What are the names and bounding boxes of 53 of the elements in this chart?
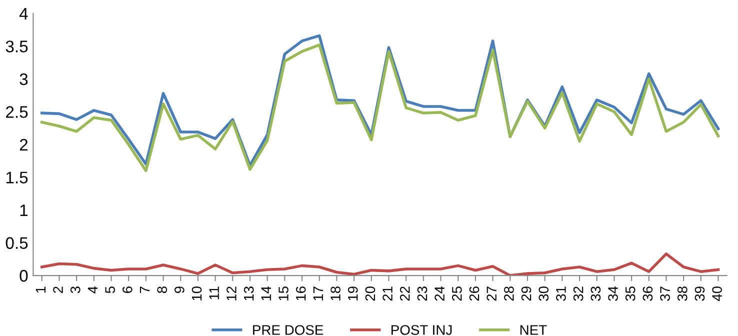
x-tick-label: 27: [486, 286, 496, 301]
y-tick-label: 3.5: [6, 40, 28, 52]
x-tick-label: 6: [122, 286, 132, 293]
x-tick-label: 9: [174, 286, 184, 294]
x-tick-label: 16: [296, 286, 306, 300]
x-tick-label: 39: [694, 286, 705, 301]
x-tick-label: 25: [452, 286, 462, 301]
x-tick-label: 8: [157, 286, 168, 294]
x-tick-label: 4: [88, 286, 98, 294]
legend-label: POST INJ: [392, 325, 452, 335]
x-tick-label: 30: [538, 286, 549, 301]
y-tick-label: 2.5: [6, 106, 28, 118]
y-tick-label: 0.5: [6, 237, 28, 249]
x-tick-label: 22: [400, 286, 410, 301]
x-tick-label: 24: [434, 286, 444, 301]
x-tick-label: 17: [313, 286, 323, 300]
x-tick-label: 37: [660, 286, 670, 301]
x-tick-label: 15: [278, 286, 288, 300]
line-series: [40, 252, 720, 276]
y-tick-label: 4: [19, 8, 28, 20]
y-tick-label: 3: [20, 73, 28, 86]
x-tick-label: 23: [417, 286, 428, 301]
x-tick-label: 38: [677, 286, 688, 301]
x-tick-label: 31: [556, 286, 566, 301]
x-tick-label: 12: [226, 286, 236, 300]
x-tick-label: 1: [36, 286, 46, 293]
legend-label: PRE DOSE: [253, 325, 324, 335]
x-tick-label: 20: [365, 286, 376, 301]
y-tick-label: 1: [20, 204, 28, 216]
x-tick-label: 18: [330, 286, 340, 300]
x-tick-label: 3: [70, 286, 80, 294]
x-tick-label: 10: [192, 286, 202, 300]
x-tick-label: 2: [53, 286, 63, 293]
x-tick-label: 5: [105, 286, 115, 294]
x-tick-label: 36: [642, 286, 653, 301]
y-tick-label: 1.5: [6, 172, 28, 184]
x-tick-label: 33: [590, 286, 601, 301]
x-tick-label: 11: [209, 286, 219, 300]
x-tick-label: 34: [608, 286, 618, 301]
legend-label: NET: [520, 325, 547, 335]
x-tick-label: 29: [521, 286, 532, 301]
x-tick-label: 26: [469, 286, 480, 301]
x-tick-label: 21: [382, 286, 392, 301]
x-tick-label: 14: [261, 286, 271, 300]
x-tick-label: 35: [625, 286, 636, 301]
y-tick-label: 0: [20, 270, 28, 282]
x-tick-label: 32: [573, 286, 584, 301]
x-tick-label: 28: [504, 286, 514, 301]
y-tick-label: 2: [20, 138, 28, 151]
x-tick-label: 19: [348, 286, 358, 300]
x-tick-label: 7: [140, 286, 150, 293]
x-tick-label: 13: [244, 286, 254, 300]
x-tick-label: 40: [712, 286, 722, 302]
